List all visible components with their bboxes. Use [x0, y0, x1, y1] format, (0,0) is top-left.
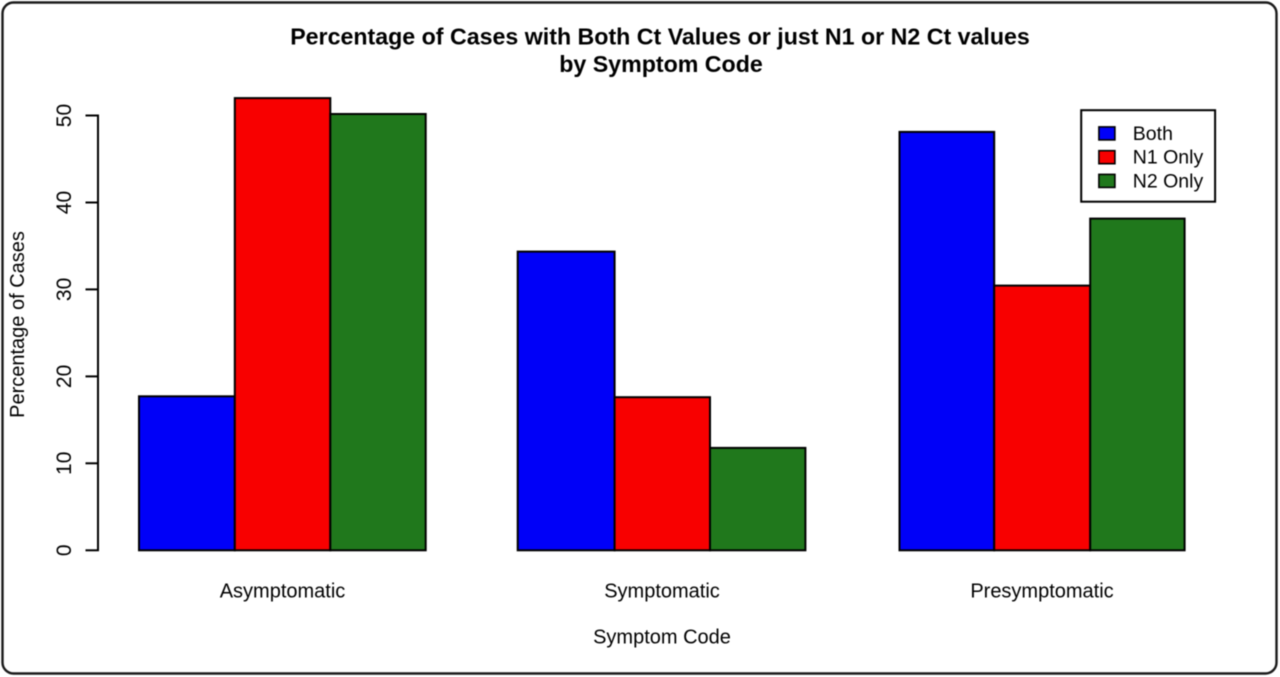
svg-text:10: 10: [53, 452, 76, 475]
svg-text:20: 20: [53, 365, 76, 388]
svg-text:Percentage of Cases with Both: Percentage of Cases with Both Ct Values …: [290, 24, 1030, 50]
svg-text:N2 Only: N2 Only: [1133, 170, 1204, 192]
svg-text:0: 0: [53, 544, 76, 556]
svg-text:40: 40: [53, 191, 76, 214]
svg-text:Asymptomatic: Asymptomatic: [220, 580, 346, 602]
svg-text:Presymptomatic: Presymptomatic: [970, 580, 1113, 602]
svg-text:30: 30: [53, 278, 76, 301]
svg-text:N1 Only: N1 Only: [1133, 147, 1204, 169]
svg-text:by Symptom Code: by Symptom Code: [559, 51, 763, 77]
svg-text:Symptomatic: Symptomatic: [604, 580, 720, 602]
svg-text:Both: Both: [1133, 123, 1173, 145]
svg-text:Symptom Code: Symptom Code: [593, 627, 731, 649]
svg-text:50: 50: [53, 104, 76, 127]
svg-text:Percentage of Cases: Percentage of Cases: [7, 231, 29, 418]
